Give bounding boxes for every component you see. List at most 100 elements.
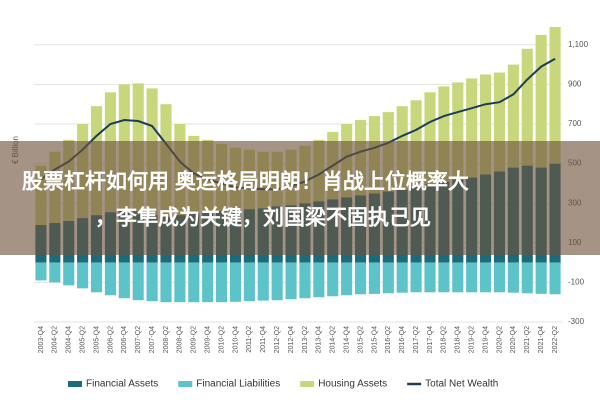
bar [118, 262, 130, 299]
x-tick-label: 2011-Q2 [246, 326, 253, 353]
x-tick-label: 2008-Q2 [163, 326, 170, 353]
x-tick-label: 2014-Q2 [330, 326, 337, 353]
bar [243, 262, 255, 302]
x-tick-label: 2015-Q4 [371, 326, 378, 353]
banner-text: ，李隼成为关键，刘国梁不固执己见 [95, 206, 431, 230]
bar [188, 262, 200, 303]
bar [410, 262, 422, 293]
y-tick-label: -300 [568, 317, 585, 326]
x-tick-label: 2015-Q2 [357, 326, 364, 353]
bar [424, 92, 436, 185]
bar [382, 262, 394, 294]
bar [466, 262, 478, 293]
bar [146, 262, 158, 302]
x-tick-label: 2016-Q2 [385, 326, 392, 353]
legend-swatch [300, 381, 315, 387]
legend-label: Financial Assets [86, 379, 158, 390]
legend-label: Housing Assets [318, 379, 387, 390]
y-tick-label: 700 [568, 119, 582, 128]
x-tick-label: 2018-Q2 [441, 326, 448, 353]
x-tick-label: 2010-Q4 [232, 326, 239, 353]
x-tick-label: 2004-Q4 [66, 326, 73, 353]
x-tick-label: 2019-Q2 [469, 326, 476, 353]
x-tick-label: 2005-Q4 [93, 326, 100, 353]
x-tick-label: 2009-Q4 [205, 326, 212, 353]
legend-swatch [68, 381, 82, 387]
bar [466, 78, 478, 178]
bar [160, 262, 172, 303]
bar [257, 262, 269, 301]
x-tick-label: 2018-Q4 [455, 326, 462, 353]
bar [424, 262, 436, 293]
bar [368, 262, 380, 294]
x-tick-label: 2003-Q4 [38, 326, 45, 353]
bar [341, 262, 353, 296]
x-tick-label: 2007-Q2 [135, 326, 142, 353]
bar [535, 262, 547, 294]
x-tick-label: 2017-Q2 [413, 326, 420, 353]
x-tick-label: 2016-Q4 [399, 326, 406, 353]
x-tick-label: 2021-Q4 [538, 326, 545, 353]
y-tick-label: 1,100 [568, 40, 589, 49]
x-tick-label: 2012-Q2 [274, 326, 281, 353]
x-tick-label: 2017-Q4 [427, 326, 434, 353]
bar [90, 262, 103, 293]
bar [104, 262, 116, 296]
x-tick-label: 2005-Q2 [79, 326, 86, 353]
bar [480, 74, 492, 175]
bar [285, 262, 297, 300]
bar [35, 262, 47, 281]
x-tick-label: 2010-Q2 [218, 326, 225, 353]
x-tick-label: 2012-Q4 [288, 326, 295, 353]
bar [49, 262, 61, 283]
legend-label: Financial Liabilities [196, 379, 280, 390]
bar [521, 262, 533, 294]
bar [507, 262, 519, 293]
x-tick-label: 2020-Q2 [496, 326, 503, 353]
legend-swatch [178, 381, 193, 387]
legend-label: Total Net Wealth [425, 379, 498, 390]
x-tick-label: 2013-Q2 [302, 326, 309, 353]
x-tick-label: 2011-Q4 [260, 326, 267, 353]
bar [299, 262, 311, 299]
bar [438, 86, 450, 182]
bar [327, 262, 339, 297]
x-tick-label: 2006-Q4 [121, 326, 128, 353]
bar [549, 262, 561, 295]
bar [271, 262, 283, 301]
bar [438, 262, 450, 293]
x-tick-label: 2004-Q2 [52, 326, 59, 353]
bar [452, 262, 464, 293]
x-tick-label: 2008-Q4 [177, 326, 184, 353]
x-tick-label: 2019-Q4 [482, 326, 489, 353]
bar [354, 262, 367, 295]
y-tick-label: 900 [568, 80, 582, 89]
x-tick-label: 2006-Q2 [107, 326, 114, 353]
bar [452, 82, 464, 180]
bar [229, 262, 242, 302]
banner [0, 141, 600, 255]
banner-text: 股票杠杆如何用 奥运格局明朗！肖战上位概率大 [22, 170, 469, 194]
y-tick-label: -100 [568, 278, 585, 287]
x-tick-label: 2013-Q4 [316, 326, 323, 353]
bar [535, 34, 547, 168]
x-tick-label: 2007-Q4 [149, 326, 156, 353]
bar [132, 262, 144, 301]
bar [521, 48, 533, 166]
bar [396, 262, 408, 293]
x-tick-label: 2020-Q4 [510, 326, 517, 353]
x-tick-label: 2014-Q4 [343, 326, 350, 353]
bar [493, 72, 506, 172]
bar [549, 26, 561, 164]
bar [313, 262, 325, 298]
x-tick-label: 2022-Q2 [552, 326, 559, 353]
bar [77, 262, 89, 289]
x-tick-label: 2021-Q2 [524, 326, 531, 353]
bar [174, 262, 186, 303]
bar [216, 262, 228, 303]
bar [493, 262, 506, 293]
bar [507, 64, 519, 168]
x-tick-label: 2009-Q2 [191, 326, 198, 353]
